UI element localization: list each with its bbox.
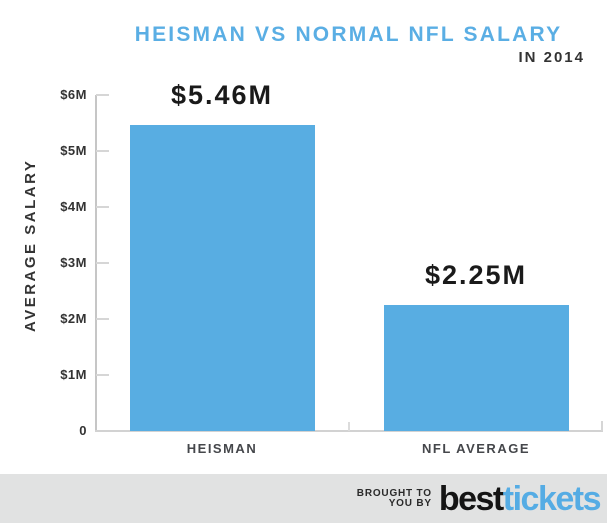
y-tick [96, 318, 109, 320]
y-tick-label: $4M [60, 199, 87, 214]
y-tick [96, 206, 109, 208]
y-tick-label: 0 [79, 423, 87, 438]
y-tick-label: $1M [60, 367, 87, 382]
y-tick [96, 94, 109, 96]
y-tick-label: $6M [60, 87, 87, 102]
attribution-line2: YOU BY [388, 497, 432, 509]
y-tick-label: $5M [60, 143, 87, 158]
chart-subtitle: IN 2014 [518, 49, 585, 66]
y-tick-label: $2M [60, 311, 87, 326]
brand-tickets: tickets [502, 479, 602, 518]
x-axis-line [95, 430, 603, 432]
y-tick-label: $3M [60, 255, 87, 270]
category-label: HEISMAN [186, 441, 258, 456]
y-tick [96, 262, 109, 264]
attribution-line1: BROUGHT TO [356, 487, 432, 499]
attribution-text: BROUGHT TO YOU BY [356, 487, 432, 509]
bar-heisman [129, 125, 315, 431]
chart-title: HEISMAN VS NORMAL NFL SALARY [134, 23, 563, 46]
bar-value-label: $2.25M [424, 260, 528, 290]
y-tick [96, 374, 109, 376]
y-tick [96, 150, 109, 152]
brand-best: best [438, 479, 504, 518]
bar-value-label: $5.46M [170, 80, 274, 111]
besttickets-logo: besttickets [438, 479, 602, 518]
footer-banner: BROUGHT TO YOU BY besttickets [0, 474, 607, 523]
x-tick [348, 422, 350, 431]
bar-nfl-average [383, 305, 569, 431]
x-axis-end-tick [601, 421, 603, 431]
category-label: NFL AVERAGE [422, 441, 530, 456]
